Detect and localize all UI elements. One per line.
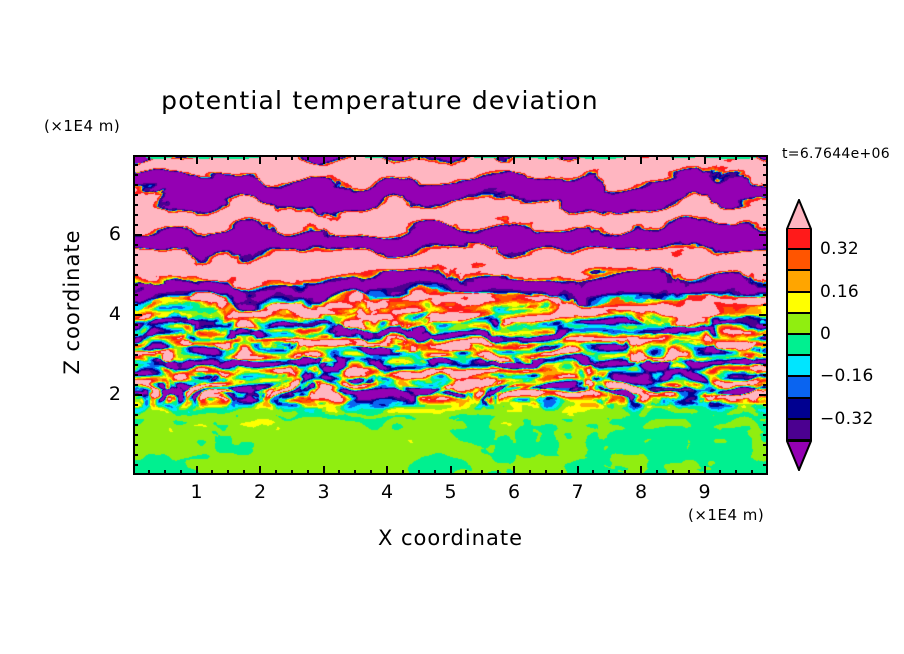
- time-annotation: t=6.7644e+06: [782, 146, 890, 162]
- colorbar-band: [786, 271, 812, 293]
- colorbar-tick-label: −0.32: [820, 408, 874, 429]
- page-title: potential temperature deviation: [161, 86, 599, 115]
- x-tick-label: 9: [698, 481, 711, 503]
- colorbar-top-cap: [785, 197, 813, 230]
- colorbar-band: [786, 335, 812, 357]
- y-tick-label: 2: [108, 383, 121, 405]
- colorbar-band: [786, 398, 812, 420]
- colorbar-band: [786, 229, 812, 251]
- x-tick-label: 8: [634, 481, 648, 503]
- colorbar: [785, 197, 813, 473]
- x-tick-label: 2: [253, 481, 267, 503]
- colorbar-tick-label: 0.32: [820, 239, 860, 260]
- x-tick-label: 4: [380, 481, 394, 503]
- y-tick-label: 6: [108, 223, 121, 245]
- y-tick-label: 4: [108, 303, 121, 325]
- x-tick-label: 5: [444, 481, 457, 503]
- colorbar-band: [786, 356, 812, 378]
- colorbar-tick-label: 0: [820, 324, 832, 344]
- colorbar-band: [786, 377, 812, 399]
- colorbar-band: [786, 313, 812, 335]
- colorbar-bottom-cap: [785, 440, 813, 473]
- x-tick-label: 3: [317, 481, 330, 503]
- colorbar-tick-label: −0.16: [820, 366, 874, 387]
- colorbar-band: [786, 419, 812, 441]
- x-tick-label: 1: [190, 481, 203, 503]
- x-tick-label: 7: [571, 481, 584, 503]
- colorbar-band: [786, 250, 812, 272]
- contour-field-canvas: [135, 157, 766, 473]
- colorbar-tick-label: 0.16: [820, 281, 860, 302]
- z-axis-unit-label: (×1E4 m): [44, 117, 121, 135]
- x-tick-label: 6: [507, 481, 521, 503]
- colorbar-band: [786, 292, 812, 314]
- contour-plot-area: [133, 155, 768, 475]
- x-axis-unit-label: (×1E4 m): [688, 506, 765, 524]
- x-axis-title: X coordinate: [377, 526, 524, 550]
